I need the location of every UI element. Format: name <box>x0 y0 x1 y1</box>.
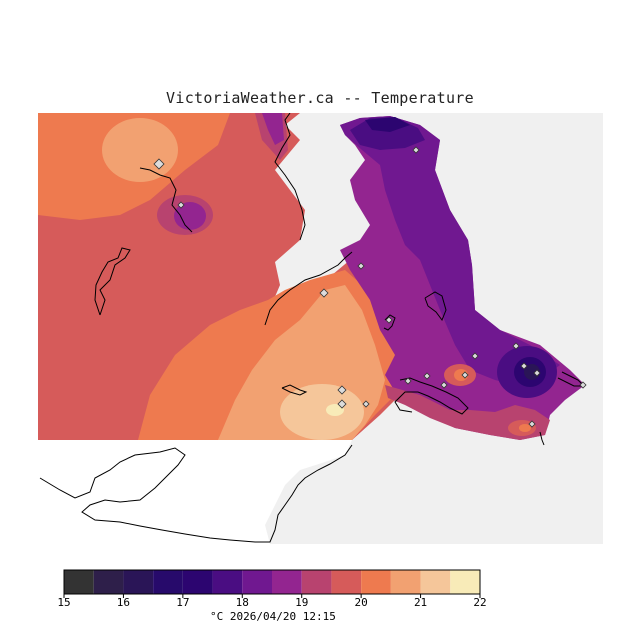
legend-color-swatch <box>64 570 94 594</box>
station-marker <box>177 201 185 209</box>
temperature-legend-bar <box>63 569 481 598</box>
east-temperature-field <box>340 116 585 440</box>
station-marker <box>471 352 479 360</box>
legend-color-swatch <box>301 570 332 594</box>
station-marker <box>533 369 541 377</box>
station-marker <box>579 381 587 389</box>
legend-tick-label: 20 <box>354 596 368 609</box>
legend-frame <box>63 569 481 595</box>
legend-color-swatch <box>153 570 183 594</box>
legend-tick-label: 16 <box>116 596 131 609</box>
legend-color-swatch <box>272 570 302 594</box>
station-marker <box>337 385 347 395</box>
legend-color-swatch <box>212 570 243 594</box>
station-marker <box>423 372 431 380</box>
legend-unit-timestamp: °C 2026/04/20 12:15 <box>210 610 336 623</box>
station-marker <box>153 158 165 170</box>
west-temperature-field <box>38 113 420 440</box>
legend-color-swatch <box>182 570 213 594</box>
station-marker <box>404 377 412 385</box>
legend-color-swatch <box>390 570 421 594</box>
station-marker <box>385 316 393 324</box>
station-marker <box>357 262 365 270</box>
station-marker <box>512 342 520 350</box>
station-marker <box>528 420 536 428</box>
station-marker <box>319 288 329 298</box>
legend-tick-label: 22 <box>473 596 487 609</box>
station-markers <box>153 146 587 428</box>
legend-color-swatch <box>123 570 154 594</box>
station-marker <box>412 146 420 154</box>
legend-unit: °C <box>210 610 224 623</box>
legend-tick-label: 15 <box>57 596 71 609</box>
legend-color-swatch <box>420 570 451 594</box>
legend-color-swatch <box>242 570 272 594</box>
legend-color-swatch <box>331 570 362 594</box>
legend-tick-label: 19 <box>295 596 309 609</box>
legend-timestamp: 2026/04/20 12:15 <box>229 610 336 623</box>
station-marker <box>440 381 448 389</box>
legend-color-swatch <box>93 570 124 594</box>
map-title: VictoriaWeather.ca -- Temperature <box>166 89 474 107</box>
station-marker <box>362 400 370 408</box>
legend-tick-label: 18 <box>235 596 249 609</box>
legend-tick-label: 17 <box>176 596 190 609</box>
legend-color-swatch <box>450 570 480 594</box>
land-south <box>38 440 353 544</box>
coastlines <box>94 113 586 446</box>
station-marker <box>520 362 528 370</box>
station-marker <box>337 399 347 409</box>
legend-color-swatch <box>361 570 391 594</box>
station-marker <box>461 371 469 379</box>
legend-tick-label: 21 <box>413 596 428 609</box>
